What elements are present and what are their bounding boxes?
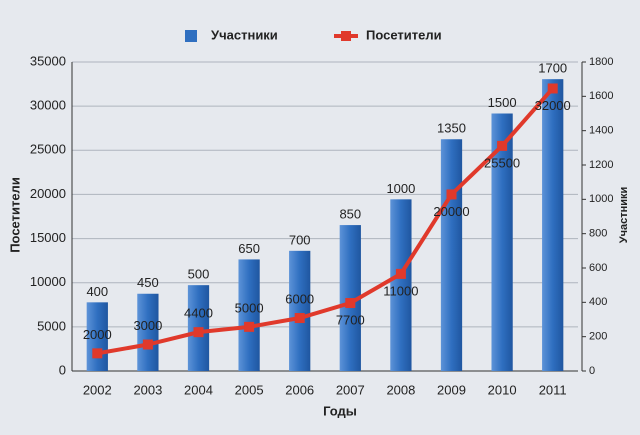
line-value-label: 4400 [184, 306, 213, 321]
bar-value-label: 500 [188, 267, 210, 282]
y2-axis-label: Участники [618, 187, 630, 244]
y-tick-label: 10000 [30, 274, 66, 289]
y2-tick-label: 1400 [589, 125, 613, 137]
y2-tick-label: 1600 [589, 90, 613, 102]
y-tick-label: 0 [59, 362, 66, 377]
y2-tick-label: 1800 [589, 56, 613, 68]
legend-label: Участники [211, 27, 278, 42]
y2-tick-label: 0 [589, 365, 595, 377]
line-marker [547, 83, 558, 94]
bar-value-label: 1000 [386, 181, 415, 196]
x-tick-label: 2004 [184, 382, 213, 397]
y-tick-label: 15000 [30, 230, 66, 245]
x-tick-label: 2008 [386, 382, 415, 397]
y2-tick-label: 200 [589, 331, 607, 343]
line-value-label: 32000 [535, 98, 571, 113]
y-tick-label: 25000 [30, 142, 66, 157]
line-marker [395, 268, 406, 279]
line [96, 87, 555, 356]
bar [238, 259, 260, 371]
y-axis-label: Посетители [7, 177, 22, 253]
x-tick-label: 2010 [488, 382, 517, 397]
line-marker [497, 140, 508, 151]
x-tick-label: 2006 [285, 382, 314, 397]
bar-value-label: 400 [86, 284, 108, 299]
x-tick-label: 2009 [437, 382, 466, 397]
line-marker [294, 313, 305, 324]
y2-tick-label: 600 [589, 262, 607, 274]
x-tick-label: 2011 [539, 382, 567, 397]
line-value-label: 5000 [235, 300, 264, 315]
y-tick-label: 5000 [37, 318, 66, 333]
y2-tick-label: 1000 [589, 193, 613, 205]
x-tick-label: 2005 [235, 382, 264, 397]
bar [137, 293, 159, 371]
bar [542, 79, 564, 372]
bar-value-label: 1350 [437, 121, 466, 136]
legend-label: Посетители [366, 27, 442, 42]
line-marker [345, 298, 356, 309]
bar [390, 199, 412, 371]
y2-tick-label: 1200 [589, 159, 613, 171]
bar [440, 139, 463, 371]
y-tick-label: 20000 [30, 186, 66, 201]
line-marker [142, 339, 153, 350]
line-value-label: 2000 [83, 327, 112, 342]
bar-value-label: 1700 [538, 61, 567, 76]
x-axis-label: Годы [323, 403, 357, 418]
x-tick-label: 2003 [133, 382, 162, 397]
line-value-label: 3000 [133, 318, 162, 333]
line-marker [244, 321, 255, 332]
bar-value-label: 650 [238, 241, 260, 256]
line-value-label: 11000 [383, 283, 418, 298]
y-tick-label: 35000 [30, 53, 66, 68]
line-value-label: 6000 [285, 291, 314, 306]
x-tick-label: 2007 [336, 382, 365, 397]
line-marker [92, 348, 103, 359]
bar-value-label: 700 [289, 232, 311, 247]
legend-swatch [341, 31, 351, 41]
x-tick-label: 2002 [83, 382, 112, 397]
line-marker [193, 327, 204, 338]
y-tick-label: 30000 [30, 98, 66, 113]
bar [491, 113, 513, 371]
y2-tick-label: 400 [589, 296, 607, 308]
bar-value-label: 450 [137, 275, 159, 290]
bar [289, 250, 311, 371]
bar-value-label: 1500 [488, 95, 517, 110]
line-value-label: 25500 [484, 155, 520, 170]
bar-value-label: 850 [339, 207, 361, 222]
legend-swatch [185, 30, 197, 42]
line-marker [446, 189, 457, 200]
y2-tick-label: 800 [589, 228, 607, 240]
line-value-label: 7700 [336, 312, 365, 327]
line-value-label: 20000 [433, 204, 469, 219]
